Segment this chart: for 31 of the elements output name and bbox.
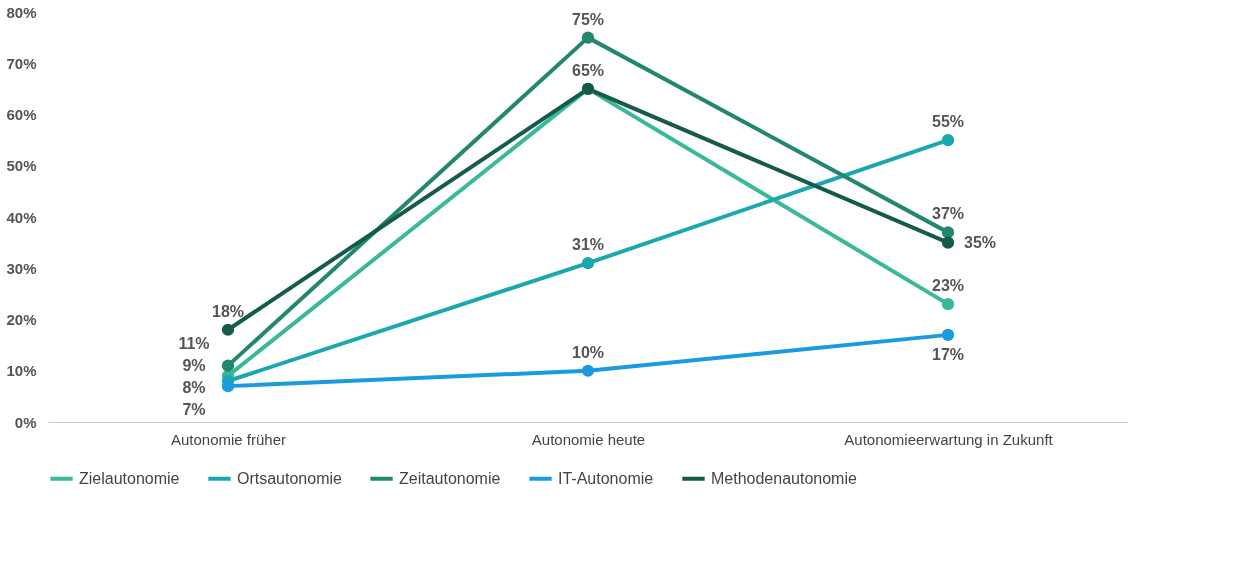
data-label: 55% [931, 113, 965, 131]
y-tick-label: 60% [6, 106, 37, 123]
data-label: 23% [931, 277, 965, 295]
data-label: 35% [963, 233, 997, 251]
legend-label: IT-Autonomie [558, 469, 654, 487]
data-label: 31% [571, 236, 605, 254]
x-tick-label: Autonomie früher [170, 430, 287, 448]
data-label: 17% [931, 345, 965, 363]
data-label: 11% [178, 335, 210, 353]
legend-label: Zielautonomie [79, 469, 180, 487]
legend-label: Ortsautonomie [237, 469, 343, 487]
legend-label: Methodenautonomie [711, 469, 857, 487]
x-tick-label: Autonomie heute [531, 430, 646, 448]
y-tick-label: 10% [6, 362, 37, 380]
data-label: 65% [571, 61, 605, 79]
data-label: 10% [571, 343, 605, 361]
data-label: 75% [571, 10, 605, 28]
y-tick-label: 20% [6, 311, 37, 328]
data-label: 7% [182, 401, 206, 419]
data-label: 37% [931, 205, 965, 223]
data-label: 9% [182, 357, 206, 375]
y-tick-label: 0% [14, 413, 37, 431]
y-tick-label: 50% [6, 157, 37, 175]
y-tick-label: 30% [6, 259, 37, 277]
legend-label: Zeitautonomie [399, 469, 501, 487]
x-tick-label: Autonomieerwartung in Zukunft [844, 430, 1054, 448]
y-tick-label: 40% [6, 208, 37, 226]
data-label: 8% [182, 379, 206, 397]
y-tick-label: 80% [6, 3, 37, 21]
y-tick-label: 70% [6, 54, 37, 72]
data-label: 18% [211, 302, 245, 320]
